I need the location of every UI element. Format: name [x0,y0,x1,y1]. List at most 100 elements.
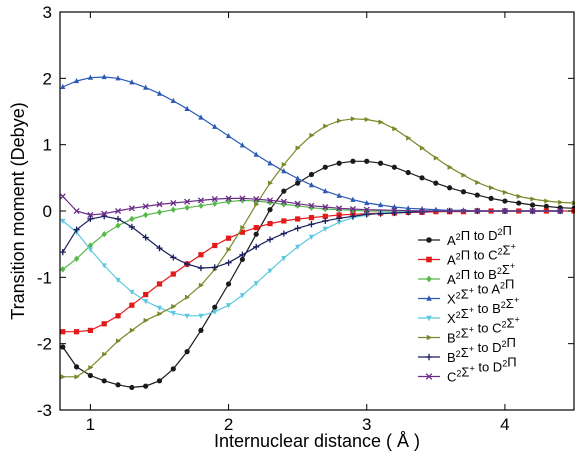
data-point [433,180,439,186]
data-point [295,244,301,250]
data-point [363,206,370,213]
data-point [502,198,508,204]
data-point [322,213,328,219]
data-point [143,383,149,389]
data-point [543,203,549,209]
data-point [211,264,218,271]
data-point [294,200,301,207]
y-tick-label: -1 [37,268,52,287]
data-point [156,201,163,208]
data-point [198,114,204,120]
y-axis-title: Transition moment (Debye) [8,102,28,319]
data-point [280,230,287,237]
data-point [308,221,315,228]
data-point [322,203,329,211]
data-point [239,256,245,263]
data-point [363,211,370,218]
data-point [530,196,536,202]
data-point [115,222,121,229]
data-point [142,203,149,210]
data-point [170,254,177,261]
data-point [447,164,453,170]
data-point [405,169,411,176]
data-point [225,195,232,202]
data-point [115,75,121,81]
data-point [128,205,135,212]
data-point [115,382,121,388]
data-point [143,317,149,324]
legend-label: X2Σ+ to A2Π [447,277,514,307]
data-point [253,243,260,250]
data-point [115,277,121,284]
data-point [184,198,191,205]
data-point [281,255,287,262]
data-point [281,201,287,208]
data-point [212,123,218,129]
y-tick-label: -2 [37,335,52,354]
data-point [474,207,481,215]
data-point [364,199,370,206]
data-point [198,313,204,319]
data-point [198,252,204,258]
data-point [501,207,508,215]
data-point [295,202,301,209]
data-point [475,179,481,186]
data-point [267,180,274,186]
data-point [295,145,301,151]
data-point [211,196,218,203]
data-point [267,221,273,227]
data-point [60,83,66,90]
data-point [322,205,328,213]
data-point [426,334,433,341]
data-point [184,260,191,268]
data-point [364,116,370,123]
data-point [184,349,190,355]
data-point [129,327,135,333]
data-point [142,234,149,241]
series-6 [60,116,575,380]
data-point [101,378,107,384]
data-point [87,372,93,379]
data-point [281,218,287,224]
data-point [170,271,176,277]
legend-label: B2Σ+ to C2Σ+ [447,315,520,346]
data-point [426,295,432,301]
data-point [198,327,204,333]
data-point [88,364,94,371]
data-point [350,207,356,214]
data-point [184,204,190,211]
data-point [557,207,564,215]
data-point [240,224,246,231]
series-line [62,118,575,378]
data-point [350,196,356,202]
series-layer [59,73,575,391]
data-point [143,211,149,219]
data-point [59,193,66,200]
data-point [266,197,274,204]
data-point [87,327,93,333]
data-point [377,160,384,166]
data-point [101,73,107,80]
data-point [197,197,204,204]
data-point [488,195,494,201]
data-point [60,374,66,380]
data-point [406,135,412,141]
data-point [426,275,432,283]
data-point [197,264,205,272]
data-point [418,207,426,215]
y-tick-label: -3 [37,401,52,420]
data-point [488,185,495,191]
data-point [350,116,357,122]
legend-label: A2Π to B2Σ+ [447,261,515,287]
data-point [529,202,536,208]
data-point [156,281,163,287]
data-point [170,97,176,103]
data-point [157,311,163,317]
data-point [294,225,301,232]
data-point [391,203,397,210]
data-point [254,201,260,207]
data-point [239,251,246,258]
data-point [60,344,66,350]
data-point [426,256,432,263]
